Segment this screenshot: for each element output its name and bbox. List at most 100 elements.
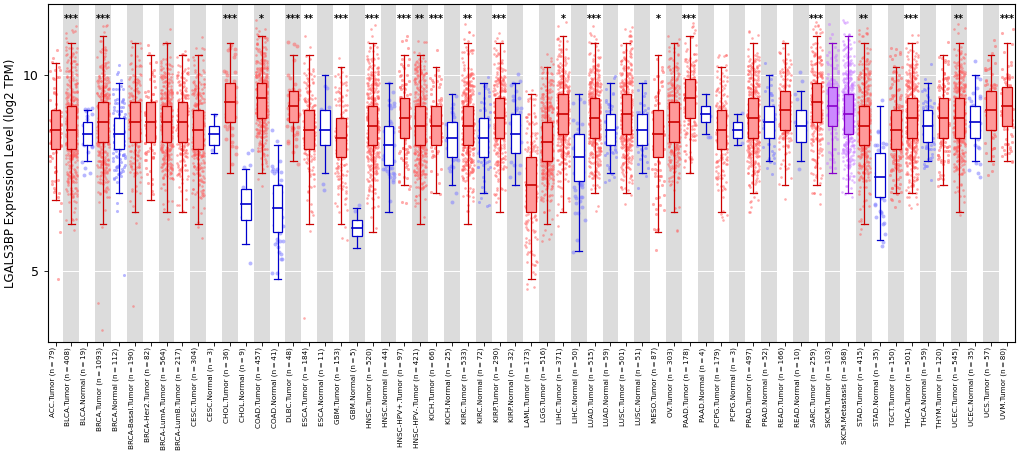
Point: [95, 149, 111, 156]
Point: [259, 106, 275, 113]
Point: [908, 148, 924, 155]
Point: [669, 64, 686, 71]
Point: [856, 140, 872, 148]
Point: [574, 177, 590, 184]
Point: [772, 93, 789, 100]
Point: [155, 166, 171, 173]
Point: [535, 102, 551, 109]
Point: [67, 139, 84, 146]
Point: [551, 79, 568, 87]
Point: [665, 169, 682, 176]
Point: [549, 89, 566, 97]
Point: [548, 110, 565, 117]
Point: [279, 116, 296, 123]
Point: [248, 109, 264, 117]
Point: [297, 95, 313, 102]
Point: [391, 179, 408, 186]
Bar: [48, 4, 63, 342]
Point: [908, 114, 924, 122]
Point: [678, 106, 694, 113]
Bar: [365, 4, 380, 342]
Point: [191, 162, 207, 169]
Point: [59, 179, 75, 186]
Point: [835, 145, 851, 152]
Point: [842, 82, 858, 89]
Point: [489, 75, 505, 82]
Point: [676, 104, 692, 111]
Point: [534, 65, 550, 73]
Point: [414, 92, 430, 99]
Point: [740, 142, 756, 149]
Point: [660, 163, 677, 170]
Point: [160, 160, 176, 168]
Point: [163, 85, 179, 93]
Point: [489, 194, 505, 202]
Point: [333, 163, 350, 171]
Point: [361, 94, 377, 102]
Point: [806, 71, 822, 79]
Point: [115, 128, 131, 136]
Point: [588, 152, 604, 159]
Point: [90, 147, 106, 154]
Point: [554, 147, 571, 154]
Point: [714, 193, 731, 200]
Point: [155, 156, 171, 163]
Point: [367, 135, 383, 142]
Point: [764, 114, 781, 121]
Point: [161, 99, 177, 106]
Point: [661, 158, 678, 165]
Point: [462, 168, 478, 175]
Point: [526, 200, 542, 207]
Point: [411, 138, 427, 146]
Point: [301, 69, 317, 77]
Point: [98, 81, 114, 89]
Point: [459, 141, 475, 148]
Point: [416, 99, 432, 107]
Point: [659, 112, 676, 119]
Point: [560, 157, 577, 164]
Point: [162, 103, 178, 110]
Point: [369, 163, 385, 170]
Point: [144, 128, 160, 135]
Point: [335, 150, 352, 158]
Point: [601, 102, 618, 109]
Point: [256, 118, 272, 125]
Point: [841, 103, 857, 110]
Point: [953, 138, 969, 145]
Point: [122, 153, 139, 160]
Point: [298, 115, 314, 123]
Point: [621, 137, 637, 144]
Point: [664, 102, 681, 109]
Point: [950, 137, 966, 144]
Point: [935, 112, 952, 119]
Point: [953, 69, 969, 76]
Point: [255, 122, 271, 129]
Point: [897, 160, 913, 167]
Point: [956, 70, 972, 77]
Point: [174, 146, 191, 153]
Point: [583, 127, 599, 134]
Point: [100, 85, 116, 93]
Point: [840, 31, 856, 39]
Point: [853, 92, 869, 99]
Point: [908, 165, 924, 172]
Point: [494, 80, 511, 88]
Point: [533, 150, 549, 158]
Point: [661, 158, 678, 165]
Point: [362, 85, 378, 93]
Point: [887, 105, 903, 112]
Point: [465, 110, 481, 118]
Point: [115, 163, 131, 171]
Point: [599, 115, 615, 122]
Point: [66, 129, 83, 137]
Point: [160, 118, 176, 125]
Point: [186, 122, 203, 129]
Point: [852, 99, 868, 106]
Point: [193, 123, 209, 130]
Point: [653, 63, 669, 70]
Point: [368, 125, 384, 132]
Point: [126, 151, 143, 158]
Point: [454, 119, 471, 127]
Point: [533, 193, 549, 200]
Point: [840, 175, 856, 183]
